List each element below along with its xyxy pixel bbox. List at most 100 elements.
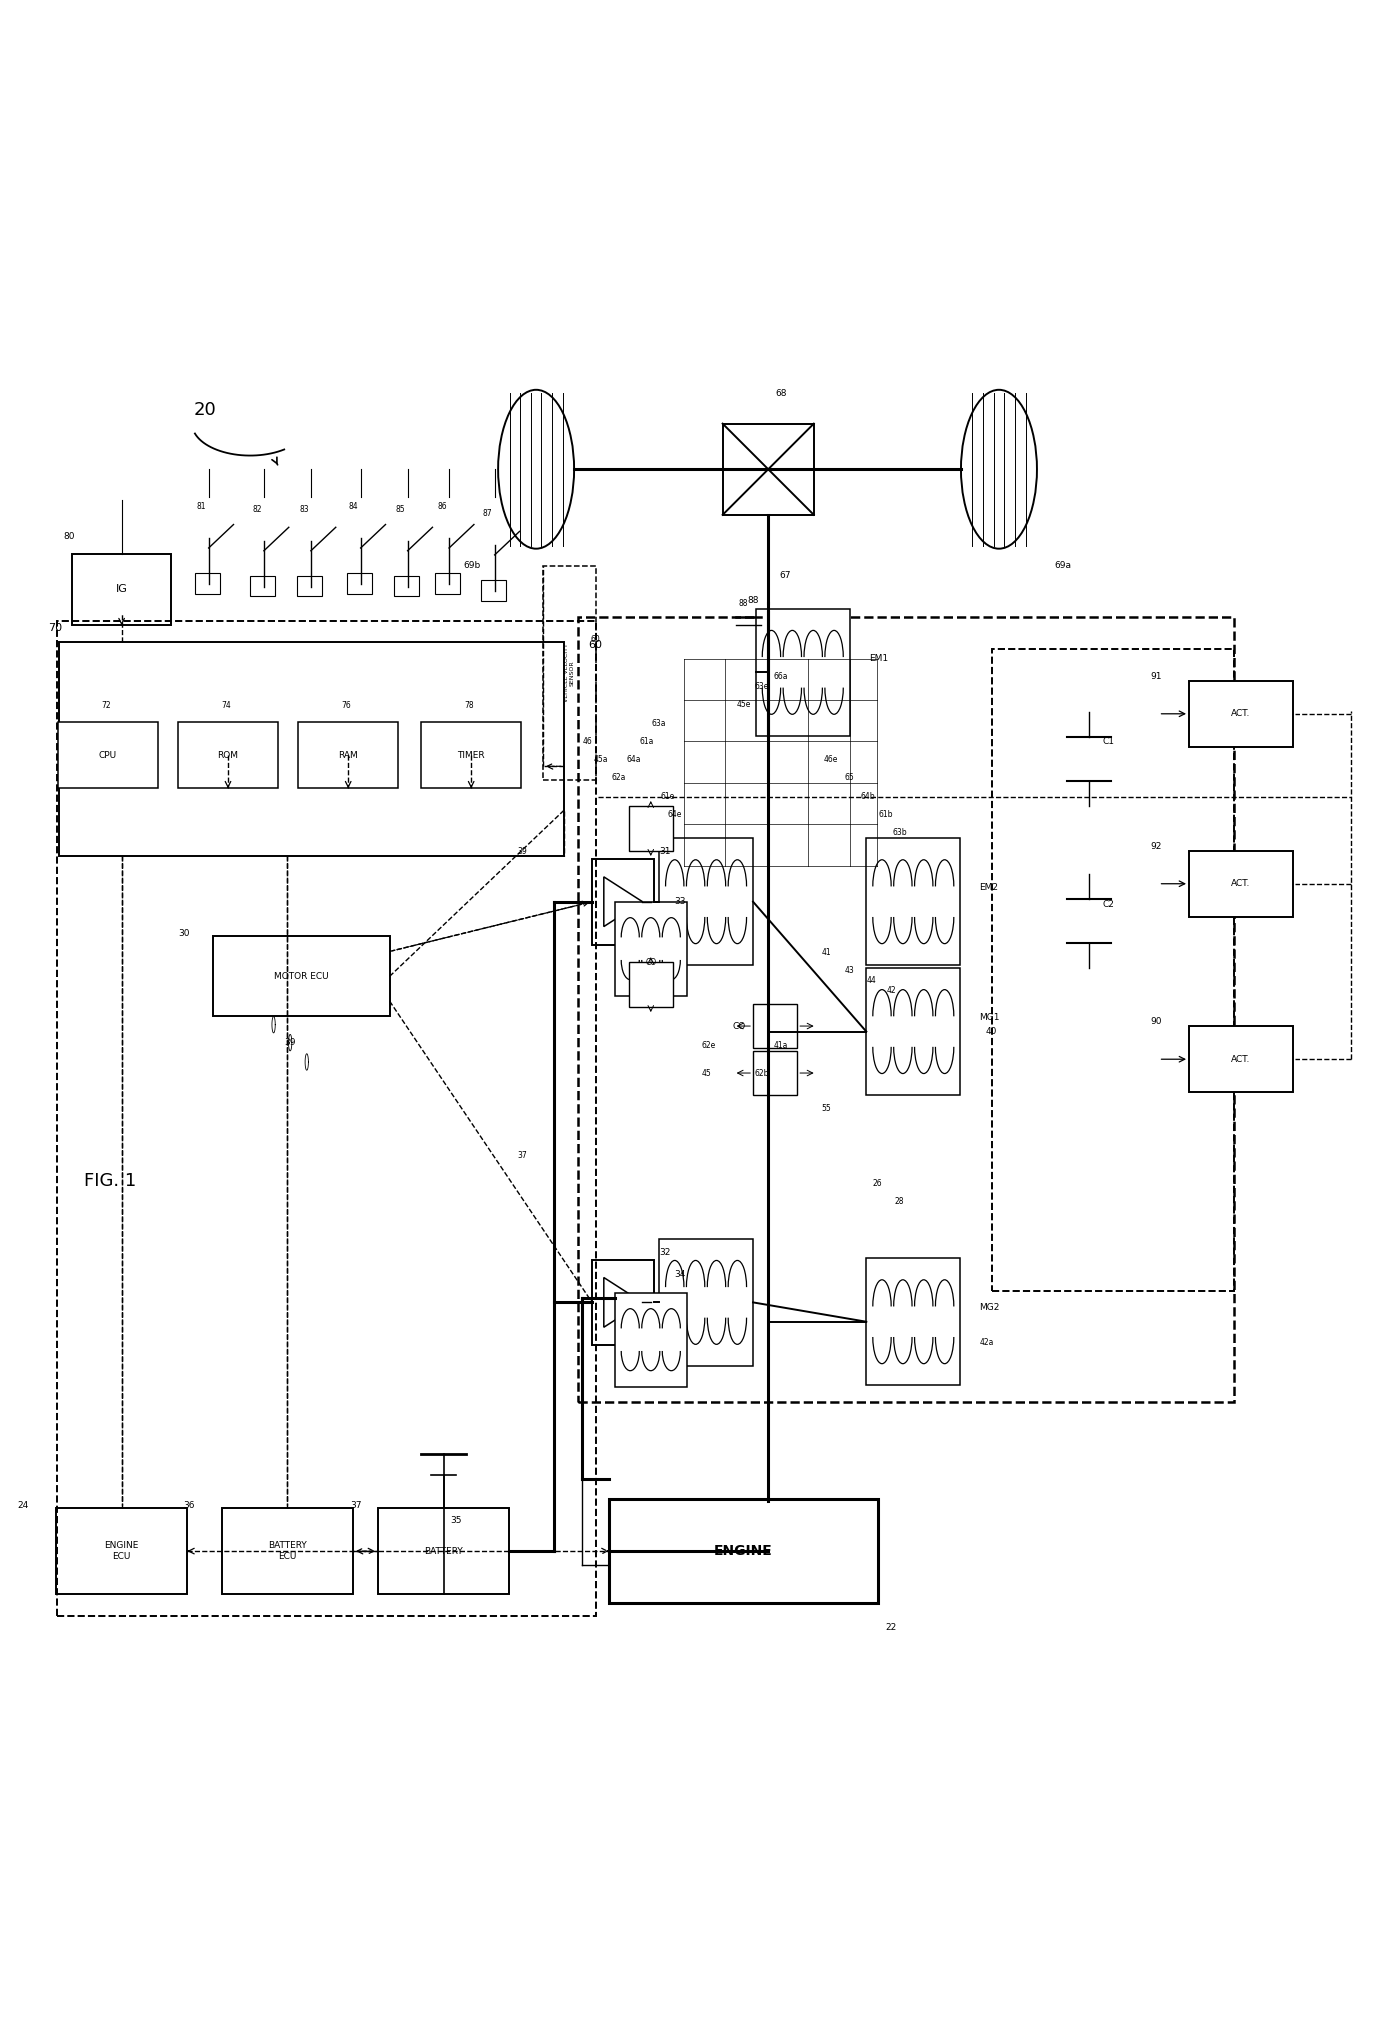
Text: 64b: 64b bbox=[860, 792, 876, 802]
Bar bbox=[56, 1508, 188, 1594]
Text: 42: 42 bbox=[887, 987, 897, 995]
Bar bbox=[756, 609, 849, 737]
Text: 34: 34 bbox=[674, 1271, 685, 1279]
Bar bbox=[659, 838, 753, 964]
Text: 22: 22 bbox=[885, 1624, 897, 1632]
Text: 84: 84 bbox=[349, 501, 359, 512]
Text: 74: 74 bbox=[221, 700, 231, 710]
Text: 33: 33 bbox=[674, 897, 685, 905]
Text: EM2: EM2 bbox=[980, 883, 998, 893]
Bar bbox=[60, 641, 564, 857]
Bar bbox=[72, 554, 171, 625]
Text: 61a: 61a bbox=[639, 737, 653, 745]
Bar bbox=[753, 1052, 798, 1094]
Text: 37: 37 bbox=[517, 1151, 527, 1161]
Text: 36: 36 bbox=[183, 1500, 195, 1510]
Bar bbox=[578, 617, 1234, 1403]
Bar bbox=[250, 577, 275, 597]
Text: ROM: ROM bbox=[217, 751, 239, 759]
Text: FIG. 1: FIG. 1 bbox=[85, 1171, 136, 1190]
Text: 20: 20 bbox=[193, 400, 215, 418]
Bar bbox=[866, 968, 960, 1094]
Bar bbox=[195, 572, 220, 593]
Bar bbox=[299, 723, 398, 788]
Bar bbox=[992, 650, 1234, 1291]
Bar bbox=[297, 577, 322, 597]
Text: 64a: 64a bbox=[627, 755, 641, 763]
Text: 45a: 45a bbox=[594, 755, 609, 763]
Text: 69a: 69a bbox=[1054, 562, 1072, 570]
Text: ACT.: ACT. bbox=[1232, 879, 1251, 889]
Text: MG2: MG2 bbox=[980, 1303, 999, 1313]
Text: 69b: 69b bbox=[464, 562, 481, 570]
Bar bbox=[1188, 1025, 1293, 1092]
Text: 63b: 63b bbox=[892, 828, 906, 836]
Bar bbox=[543, 566, 595, 780]
Bar bbox=[57, 621, 595, 1616]
Ellipse shape bbox=[960, 390, 1037, 548]
Text: 55: 55 bbox=[821, 1104, 831, 1112]
Text: 65: 65 bbox=[845, 773, 855, 782]
Bar bbox=[614, 901, 687, 995]
Text: 45: 45 bbox=[701, 1068, 710, 1078]
Text: 31: 31 bbox=[660, 847, 671, 857]
Text: 81: 81 bbox=[197, 501, 207, 512]
Bar bbox=[348, 572, 371, 593]
Text: 60: 60 bbox=[588, 639, 603, 650]
Text: 63a: 63a bbox=[652, 719, 666, 729]
Text: MOTOR ECU: MOTOR ECU bbox=[274, 972, 328, 980]
Text: 62a: 62a bbox=[612, 773, 627, 782]
Text: ENGINE
ECU: ENGINE ECU bbox=[104, 1541, 139, 1561]
Bar bbox=[628, 806, 673, 851]
Text: 41: 41 bbox=[821, 948, 831, 958]
Bar bbox=[866, 1259, 960, 1384]
Text: 24: 24 bbox=[17, 1500, 29, 1510]
Text: C1: C1 bbox=[1102, 737, 1115, 745]
Text: CPU: CPU bbox=[99, 751, 117, 759]
Text: 62e: 62e bbox=[702, 1041, 716, 1050]
Text: 70: 70 bbox=[49, 623, 63, 633]
Text: 28: 28 bbox=[895, 1198, 905, 1206]
Text: 62b: 62b bbox=[753, 1068, 769, 1078]
Bar bbox=[213, 936, 389, 1017]
Bar bbox=[866, 838, 960, 964]
Text: 46: 46 bbox=[582, 737, 592, 745]
Bar bbox=[592, 1259, 655, 1346]
Text: 76: 76 bbox=[342, 700, 352, 710]
Bar bbox=[659, 1238, 753, 1366]
Bar bbox=[1188, 851, 1293, 918]
Text: 67: 67 bbox=[780, 570, 791, 581]
Text: 82: 82 bbox=[252, 505, 261, 514]
Text: 45e: 45e bbox=[737, 700, 751, 708]
Text: 90: 90 bbox=[1151, 1017, 1162, 1027]
Bar bbox=[723, 424, 813, 516]
Bar bbox=[222, 1508, 353, 1594]
Bar bbox=[753, 1005, 798, 1047]
Text: 83: 83 bbox=[299, 505, 309, 514]
Text: TIMER: TIMER bbox=[457, 751, 485, 759]
Text: 64e: 64e bbox=[667, 810, 681, 820]
Text: 37: 37 bbox=[350, 1500, 361, 1510]
Bar bbox=[592, 859, 655, 944]
Text: 86: 86 bbox=[438, 501, 448, 512]
Text: 44: 44 bbox=[867, 976, 877, 985]
Text: 66a: 66a bbox=[773, 672, 788, 680]
Text: 92: 92 bbox=[1151, 842, 1162, 851]
Text: 35: 35 bbox=[450, 1516, 461, 1525]
Ellipse shape bbox=[498, 390, 574, 548]
Text: 78: 78 bbox=[464, 700, 474, 710]
Bar bbox=[58, 723, 157, 788]
Text: 63e: 63e bbox=[755, 682, 769, 690]
Text: 80: 80 bbox=[64, 532, 75, 542]
Text: 91: 91 bbox=[1151, 672, 1162, 680]
Text: ENGINE: ENGINE bbox=[714, 1545, 773, 1559]
Text: 41a: 41a bbox=[773, 1041, 788, 1050]
Bar bbox=[609, 1500, 878, 1604]
Text: 61e: 61e bbox=[660, 792, 674, 802]
Text: BATTERY: BATTERY bbox=[424, 1547, 463, 1555]
Text: ACT.: ACT. bbox=[1232, 708, 1251, 719]
Text: 61b: 61b bbox=[878, 810, 892, 820]
Text: RAM: RAM bbox=[338, 751, 359, 759]
Text: VEHICLE VELOCITY
SENSOR: VEHICLE VELOCITY SENSOR bbox=[564, 644, 574, 702]
Text: 85: 85 bbox=[396, 505, 406, 514]
